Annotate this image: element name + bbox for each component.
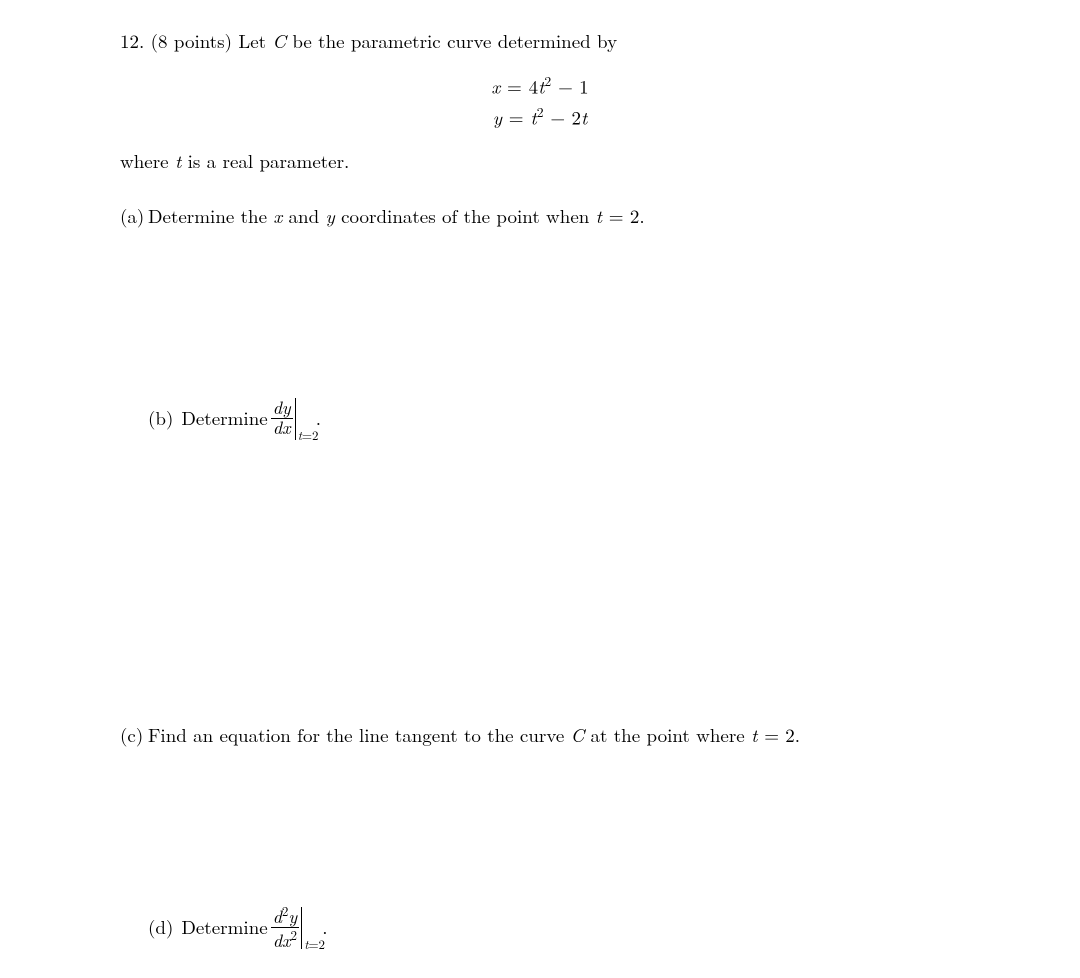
subpart-c-cond: t = 2 bbox=[751, 721, 795, 748]
subpart-d-text: Determine bbox=[181, 914, 267, 941]
where-clause: where t is a real parameter. bbox=[120, 148, 960, 175]
equation-y: y = t2 − 2t bbox=[120, 102, 960, 131]
subpart-d: (d) Determine d2y dx2 t=2 . bbox=[120, 904, 960, 951]
subpart-c-text-1: Find an equation for the line tangent to… bbox=[148, 721, 571, 748]
subpart-a-var-x: x bbox=[273, 202, 282, 229]
subpart-d-eval-bar: t=2 bbox=[301, 907, 302, 949]
intro-prefix: Let bbox=[238, 27, 272, 54]
subpart-d-fraction: d2y dx2 bbox=[271, 904, 299, 951]
intro-suffix: be the parametric curve determined by bbox=[286, 27, 617, 54]
subpart-b-label: (b) bbox=[148, 405, 173, 432]
subpart-a-text-1: Determine the bbox=[148, 202, 273, 229]
subpart-a: (a) Determine the x and y coordinates of… bbox=[120, 203, 960, 230]
problem-points: (8 points) bbox=[151, 27, 232, 54]
subpart-b-text: Determine bbox=[181, 405, 267, 432]
subpart-a-text-4: . bbox=[639, 202, 644, 229]
subpart-b: (b) Determine dy dx t=2 . bbox=[120, 398, 960, 440]
subpart-b-fraction: dy dx bbox=[271, 399, 293, 438]
problem-number: 12. bbox=[120, 27, 144, 54]
subpart-a-text-2: and bbox=[282, 202, 325, 229]
where-suffix: is a real parameter. bbox=[181, 147, 349, 174]
subpart-b-frac-den: dx bbox=[271, 419, 293, 438]
subpart-d-eval-sub: t=2 bbox=[304, 935, 325, 953]
subpart-a-var-y: y bbox=[326, 202, 335, 229]
subpart-c-label: (c) bbox=[120, 722, 143, 749]
subpart-c-text-3: . bbox=[795, 721, 800, 748]
subpart-d-label: (d) bbox=[148, 914, 173, 941]
problem-header: 12. (8 points) Let C be the parametric c… bbox=[120, 28, 960, 55]
subpart-a-label: (a) bbox=[120, 203, 144, 230]
where-prefix: where bbox=[120, 147, 175, 174]
subpart-c-text-2: at the point where bbox=[584, 721, 751, 748]
curve-variable: C bbox=[272, 27, 286, 54]
subpart-b-eval-sub: t=2 bbox=[298, 426, 319, 444]
parametric-equations: x = 4t2 − 1 y = t2 − 2t bbox=[120, 71, 960, 131]
subpart-a-cond: t = 2 bbox=[596, 202, 640, 229]
subpart-a-text-3: coordinates of the point when bbox=[335, 202, 596, 229]
subpart-d-frac-den: dx2 bbox=[271, 928, 299, 951]
equation-x: x = 4t2 − 1 bbox=[120, 71, 960, 100]
subpart-b-eval-bar: t=2 bbox=[295, 398, 296, 440]
subpart-c-curve-var: C bbox=[571, 721, 585, 748]
subpart-c: (c) Find an equation for the line tangen… bbox=[120, 722, 960, 749]
